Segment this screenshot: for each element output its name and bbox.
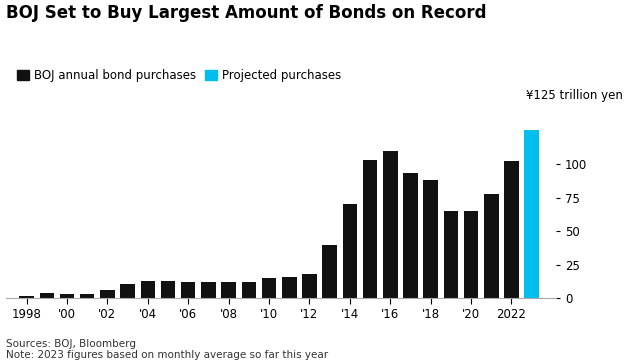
Text: ¥125 trillion yen: ¥125 trillion yen <box>526 89 623 102</box>
Text: BOJ Set to Buy Largest Amount of Bonds on Record: BOJ Set to Buy Largest Amount of Bonds o… <box>6 4 487 21</box>
Bar <box>424 180 438 298</box>
Bar <box>181 282 196 298</box>
Bar <box>100 290 114 298</box>
Bar <box>525 130 539 298</box>
Bar <box>464 211 479 298</box>
Text: Sources: BOJ, Bloomberg
Note: 2023 figures based on monthly average so far this : Sources: BOJ, Bloomberg Note: 2023 figur… <box>6 339 328 360</box>
Bar <box>504 161 519 298</box>
Bar <box>322 245 337 298</box>
Bar <box>161 281 175 298</box>
Legend: BOJ annual bond purchases, Projected purchases: BOJ annual bond purchases, Projected pur… <box>12 64 346 87</box>
Bar <box>403 174 418 298</box>
Bar <box>40 293 54 298</box>
Bar <box>59 294 74 298</box>
Bar <box>141 281 155 298</box>
Bar <box>120 284 135 298</box>
Bar <box>19 296 34 298</box>
Bar <box>302 274 317 298</box>
Bar <box>343 205 357 298</box>
Bar <box>484 194 498 298</box>
Bar <box>221 282 236 298</box>
Bar <box>80 294 95 298</box>
Bar <box>201 282 216 298</box>
Bar <box>363 160 377 298</box>
Bar <box>262 278 276 298</box>
Bar <box>242 282 256 298</box>
Bar <box>282 277 296 298</box>
Bar <box>443 211 458 298</box>
Bar <box>383 151 397 298</box>
